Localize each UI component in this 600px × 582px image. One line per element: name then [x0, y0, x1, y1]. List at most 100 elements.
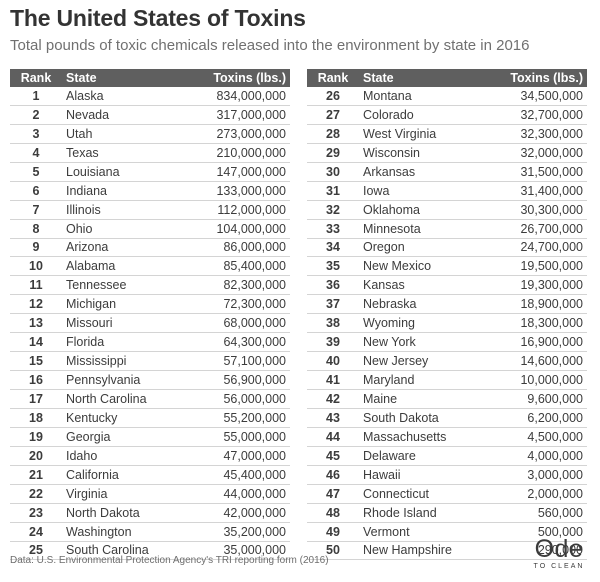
cell-rank: 24: [10, 522, 62, 542]
cell-state: Oklahoma: [359, 200, 487, 220]
table-row: 33 Minnesota 26,700,000: [307, 219, 587, 239]
cell-toxins: 86,000,000: [190, 238, 290, 258]
cell-toxins: 57,100,000: [190, 351, 290, 372]
table-header-row: Rank State Toxins (lbs.): [10, 69, 290, 87]
cell-state: Alaska: [62, 87, 190, 106]
cell-rank: 34: [307, 238, 359, 258]
cell-state: Idaho: [62, 446, 190, 466]
cell-toxins: 24,700,000: [487, 238, 587, 258]
logo-wordmark: Ode: [534, 535, 584, 563]
cell-state: Indiana: [62, 181, 190, 201]
cell-rank: 44: [307, 427, 359, 447]
cell-state: Arkansas: [359, 162, 487, 182]
table-row: 1 Alaska 834,000,000: [10, 87, 290, 106]
cell-state: Illinois: [62, 200, 190, 220]
cell-toxins: 56,000,000: [190, 389, 290, 409]
table-row: 48 Rhode Island 560,000: [307, 503, 587, 523]
table-row: 5 Louisiana 147,000,000: [10, 162, 290, 182]
cell-state: Mississippi: [62, 351, 190, 372]
cell-rank: 39: [307, 332, 359, 353]
cell-toxins: 9,600,000: [487, 389, 587, 409]
table-row: 30 Arkansas 31,500,000: [307, 162, 587, 182]
table-row: 22 Virginia 44,000,000: [10, 484, 290, 504]
table-row: 18 Kentucky 55,200,000: [10, 408, 290, 428]
cell-toxins: 47,000,000: [190, 446, 290, 466]
cell-state: Louisiana: [62, 162, 190, 182]
table-row: 45 Delaware 4,000,000: [307, 446, 587, 466]
table-row: 23 North Dakota 42,000,000: [10, 503, 290, 523]
cell-rank: 7: [10, 200, 62, 220]
chart-title: The United States of Toxins: [10, 5, 306, 31]
table-row: 42 Maine 9,600,000: [307, 389, 587, 409]
cell-toxins: 30,300,000: [487, 200, 587, 220]
cell-rank: 19: [10, 427, 62, 447]
cell-toxins: 210,000,000: [190, 143, 290, 163]
cell-state: Washington: [62, 522, 190, 542]
cell-toxins: 18,900,000: [487, 294, 587, 315]
cell-rank: 17: [10, 389, 62, 409]
cell-rank: 49: [307, 522, 359, 542]
cell-rank: 15: [10, 351, 62, 372]
cell-state: Utah: [62, 124, 190, 144]
cell-rank: 37: [307, 294, 359, 315]
table-row: 41 Maryland 10,000,000: [307, 370, 587, 390]
table-row: 25 South Carolina 35,000,000: [10, 541, 290, 561]
cell-toxins: 31,400,000: [487, 181, 587, 201]
cell-rank: 46: [307, 465, 359, 485]
table-right: Rank State Toxins (lbs.) 26 Montana 34,500…: [307, 69, 587, 561]
cell-toxins: 72,300,000: [190, 294, 290, 315]
cell-state: Colorado: [359, 105, 487, 125]
cell-rank: 9: [10, 238, 62, 258]
cell-state: North Dakota: [62, 503, 190, 523]
table-row: 21 California 45,400,000: [10, 465, 290, 485]
cell-rank: 26: [307, 87, 359, 106]
cell-state: Massachusetts: [359, 427, 487, 447]
table-row: 17 North Carolina 56,000,000: [10, 389, 290, 409]
cell-state: Georgia: [62, 427, 190, 447]
table-row: 36 Kansas 19,300,000: [307, 275, 587, 296]
cell-rank: 42: [307, 389, 359, 409]
cell-state: Vermont: [359, 522, 487, 542]
cell-toxins: 31,500,000: [487, 162, 587, 182]
table-row: 37 Nebraska 18,900,000: [307, 294, 587, 315]
column-header-state: State: [62, 69, 190, 87]
table-row: 7 Illinois 112,000,000: [10, 200, 290, 220]
cell-rank: 5: [10, 162, 62, 182]
cell-toxins: 3,000,000: [487, 465, 587, 485]
cell-state: Kansas: [359, 275, 487, 296]
cell-state: Connecticut: [359, 484, 487, 504]
table-body-left: 1 Alaska 834,000,000 2 Nevada 317,000,000 3 Uta…: [10, 87, 290, 561]
cell-toxins: 10,000,000: [487, 370, 587, 390]
column-header-rank: Rank: [307, 69, 359, 87]
cell-state: Texas: [62, 143, 190, 163]
table-row: 11 Tennessee 82,300,000: [10, 275, 290, 296]
table-row: 44 Massachusetts 4,500,000: [307, 427, 587, 447]
cell-toxins: 4,000,000: [487, 446, 587, 466]
cell-toxins: 834,000,000: [190, 87, 290, 106]
table-row: 47 Connecticut 2,000,000: [307, 484, 587, 504]
cell-state: Alabama: [62, 256, 190, 277]
cell-toxins: 42,000,000: [190, 503, 290, 523]
cell-rank: 32: [307, 200, 359, 220]
cell-toxins: 6,200,000: [487, 408, 587, 428]
cell-rank: 48: [307, 503, 359, 523]
cell-state: Nevada: [62, 105, 190, 125]
table-row: 15 Mississippi 57,100,000: [10, 351, 290, 372]
cell-rank: 29: [307, 143, 359, 163]
cell-state: Virginia: [62, 484, 190, 504]
cell-state: Tennessee: [62, 275, 190, 296]
cell-toxins: 104,000,000: [190, 219, 290, 239]
table-header-row: Rank State Toxins (lbs.): [307, 69, 587, 87]
cell-state: New Mexico: [359, 256, 487, 277]
cell-rank: 20: [10, 446, 62, 466]
cell-rank: 8: [10, 219, 62, 239]
table-row: 27 Colorado 32,700,000: [307, 105, 587, 125]
cell-toxins: 500,000: [487, 522, 587, 542]
cell-toxins: 290,000: [487, 541, 587, 561]
cell-toxins: 32,300,000: [487, 124, 587, 144]
cell-rank: 50: [307, 541, 359, 561]
cell-toxins: 147,000,000: [190, 162, 290, 182]
table-row: 6 Indiana 133,000,000: [10, 181, 290, 201]
cell-rank: 31: [307, 181, 359, 201]
cell-toxins: 26,700,000: [487, 219, 587, 239]
